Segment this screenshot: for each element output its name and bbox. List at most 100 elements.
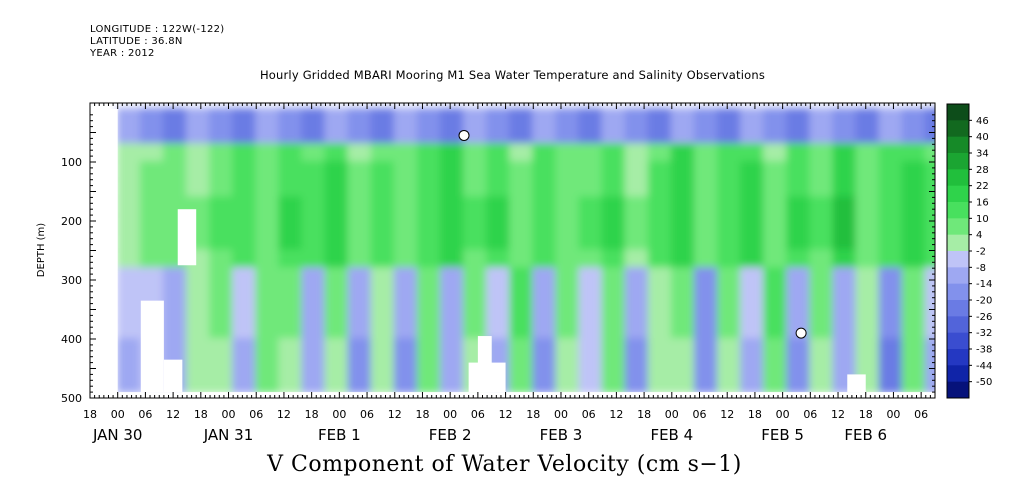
heatmap-cell bbox=[578, 196, 604, 217]
heatmap-cell bbox=[763, 249, 789, 270]
heatmap-cell bbox=[347, 302, 373, 323]
heatmap-cell bbox=[855, 231, 881, 252]
heatmap-cell bbox=[393, 373, 419, 394]
x-tick-label: 00 bbox=[554, 408, 568, 421]
heatmap-cell bbox=[416, 249, 442, 270]
heatmap-cell bbox=[832, 143, 858, 163]
heatmap-cell bbox=[324, 161, 350, 181]
heatmap-cell bbox=[555, 267, 581, 287]
x-tick-label: 18 bbox=[305, 408, 319, 421]
heatmap-cell bbox=[185, 267, 212, 287]
heatmap-cell bbox=[347, 284, 373, 305]
colorbar-label: 34 bbox=[976, 149, 989, 160]
heatmap-cell bbox=[301, 302, 327, 323]
heatmap-cell bbox=[232, 107, 258, 128]
heatmap-cell bbox=[324, 267, 350, 287]
heatmap-cell bbox=[301, 355, 327, 376]
heatmap-cell bbox=[855, 320, 881, 340]
heatmap-cell bbox=[901, 143, 927, 163]
x-tick-label: 18 bbox=[526, 408, 540, 421]
heatmap-cell bbox=[209, 214, 235, 234]
heatmap-cell bbox=[601, 214, 627, 234]
colorbar-label: -14 bbox=[976, 279, 992, 290]
heatmap-cell bbox=[647, 107, 673, 128]
heatmap-cell bbox=[555, 178, 581, 199]
heatmap-cell bbox=[463, 196, 489, 217]
x-tick-label: 18 bbox=[83, 408, 97, 421]
heatmap-cell bbox=[832, 320, 858, 340]
heatmap-cell bbox=[878, 196, 904, 217]
x-tick-label: 00 bbox=[443, 408, 457, 421]
heatmap-cell bbox=[647, 125, 673, 146]
heatmap-cell bbox=[901, 373, 927, 394]
heatmap-cell bbox=[624, 231, 650, 252]
x-tick-label: 12 bbox=[720, 408, 734, 421]
heatmap-cell bbox=[832, 267, 858, 287]
heatmap-cell bbox=[624, 161, 650, 181]
heatmap-cell bbox=[209, 320, 235, 340]
colorbar-band bbox=[947, 169, 969, 187]
heatmap-cell bbox=[463, 107, 489, 128]
heatmap-cell bbox=[693, 125, 719, 146]
heatmap-cell bbox=[601, 302, 627, 323]
heatmap-cell bbox=[301, 143, 327, 163]
heatmap-cell bbox=[670, 302, 696, 323]
heatmap-cell bbox=[693, 107, 719, 128]
heatmap-cell bbox=[601, 161, 627, 181]
heatmap-cell bbox=[116, 107, 142, 128]
heatmap-cell bbox=[693, 143, 719, 163]
heatmap-cell bbox=[716, 249, 743, 270]
heatmap-cell bbox=[255, 355, 281, 376]
heatmap-cell bbox=[416, 373, 442, 394]
heatmap-cell bbox=[624, 373, 650, 394]
heatmap-cell bbox=[786, 373, 812, 394]
heatmap-cell bbox=[116, 373, 142, 394]
heatmap-cell bbox=[209, 161, 235, 181]
colorbar-label: -2 bbox=[976, 247, 986, 258]
y-axis-ticks bbox=[90, 114, 935, 399]
heatmap-cell bbox=[139, 231, 165, 252]
missing-data-region bbox=[163, 359, 183, 393]
heatmap-cell bbox=[232, 231, 258, 252]
heatmap-cell bbox=[139, 196, 165, 217]
heatmap-cell bbox=[278, 320, 304, 340]
x-tick-label: 00 bbox=[332, 408, 346, 421]
heatmap-cell bbox=[647, 249, 673, 270]
heatmap-cell bbox=[255, 107, 281, 128]
x-tick-label: 18 bbox=[415, 408, 429, 421]
heatmap-cell bbox=[370, 161, 396, 181]
heatmap-cell bbox=[486, 107, 512, 128]
year-label: YEAR : 2012 bbox=[90, 48, 155, 59]
heatmap-cell bbox=[901, 338, 927, 358]
heatmap-cell bbox=[878, 267, 904, 287]
heatmap-cell bbox=[786, 284, 812, 305]
heatmap-cell bbox=[647, 143, 673, 163]
heatmap-cell bbox=[578, 373, 604, 394]
colorbar-labels: 46 40 34 28 22 16 10 4 -2 -8 -14 -20 -26 -32 -38 -44 -50 bbox=[969, 116, 992, 388]
heatmap-cell bbox=[670, 161, 696, 181]
heatmap-cell bbox=[139, 178, 165, 199]
heatmap-cell bbox=[162, 302, 188, 323]
heatmap-cell bbox=[347, 214, 373, 234]
heatmap-cell bbox=[232, 320, 258, 340]
heatmap-cell bbox=[255, 178, 281, 199]
heatmap-cell bbox=[255, 125, 281, 146]
heatmap-cell bbox=[232, 267, 258, 287]
colorbar-label: 46 bbox=[976, 116, 989, 127]
heatmap-cell bbox=[555, 284, 581, 305]
heatmap-cell bbox=[878, 302, 904, 323]
colorbar-band bbox=[947, 267, 969, 285]
heatmap-cell bbox=[532, 143, 558, 163]
heatmap-cell bbox=[555, 302, 581, 323]
heatmap-cell bbox=[185, 284, 212, 305]
colorbar-label: -50 bbox=[976, 377, 992, 388]
heatmap-cell bbox=[255, 161, 281, 181]
heatmap-cell bbox=[555, 143, 581, 163]
heatmap-cell bbox=[439, 338, 466, 358]
heatmap-cell bbox=[278, 355, 304, 376]
heatmap-cell bbox=[532, 161, 558, 181]
heatmap-cell bbox=[393, 214, 419, 234]
heatmap-cell bbox=[232, 196, 258, 217]
heatmap-cell bbox=[278, 284, 304, 305]
heatmap-cell bbox=[255, 320, 281, 340]
